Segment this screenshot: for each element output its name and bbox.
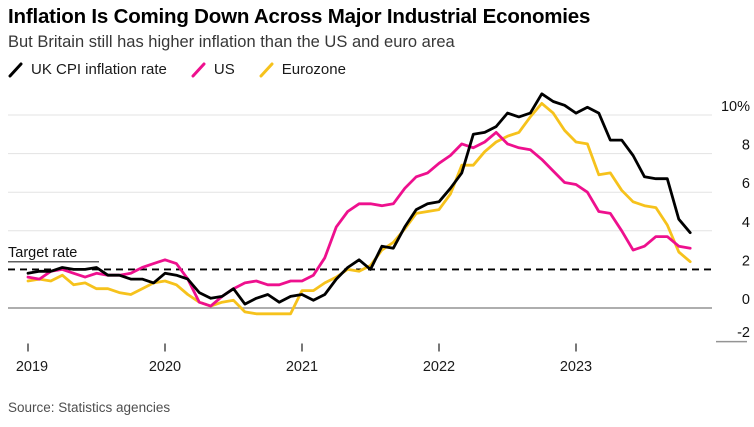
eurozone-line-swatch-icon: [259, 62, 274, 77]
us-line: [26, 131, 692, 308]
legend-label-uk: UK CPI inflation rate: [31, 61, 167, 78]
y-axis-label-10: 10%: [721, 99, 750, 115]
page-title: Inflation Is Coming Down Across Major In…: [8, 5, 591, 28]
gridlines: [8, 114, 712, 232]
x-axis: 2019 2020 2021 2022 2023: [16, 359, 592, 375]
x-axis-label-2019: 2019: [16, 359, 48, 375]
chart-area: Target rate 10% 8 6 4 2 0 -2: [0, 85, 754, 385]
y-axis-label-4: 4: [742, 215, 750, 231]
uk-line: [26, 92, 692, 306]
legend-item-uk: UK CPI inflation rate: [8, 61, 167, 78]
x-axis-label-2022: 2022: [423, 359, 455, 375]
series-lines: [26, 92, 692, 316]
y-axis-label-8: 8: [742, 138, 750, 154]
legend-item-us: US: [191, 61, 235, 78]
y-axis: 10% 8 6 4 2 0 -2: [721, 99, 750, 341]
y-axis-label-2: 2: [742, 253, 750, 269]
target-rate-label: Target rate: [8, 245, 77, 261]
chart-subtitle: But Britain still has higher inflation t…: [8, 33, 455, 51]
x-axis-label-2020: 2020: [149, 359, 181, 375]
source-note: Source: Statistics agencies: [8, 400, 171, 415]
legend-label-eurozone: Eurozone: [281, 61, 346, 78]
eurozone-line: [26, 101, 692, 316]
x-axis-label-2023: 2023: [560, 359, 592, 375]
chart-legend: UK CPI inflation rate US Eurozone: [8, 61, 346, 78]
y-axis-label-0: 0: [742, 292, 750, 308]
us-line-swatch-icon: [191, 62, 206, 77]
legend-label-us: US: [213, 61, 235, 78]
chart-canvas: Target rate 10% 8 6 4 2 0 -2: [8, 92, 750, 375]
y-axis-label-6: 6: [742, 176, 750, 192]
x-axis-ticks: [27, 343, 577, 352]
y-axis-label-minus2: -2: [737, 325, 750, 341]
legend-item-eurozone: Eurozone: [259, 61, 346, 78]
x-axis-label-2021: 2021: [286, 359, 318, 375]
uk-line-swatch-icon: [8, 62, 23, 77]
